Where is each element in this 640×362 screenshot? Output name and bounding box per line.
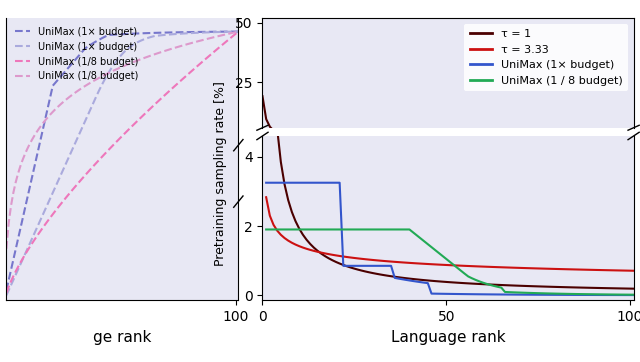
X-axis label: ge rank: ge rank [93, 330, 152, 345]
Legend: UniMax (1× budget), UniMax (1× budget), UniMax (1/8 budget), UniMax (1/8 budget): UniMax (1× budget), UniMax (1× budget), … [12, 23, 142, 85]
Legend: τ = 1, τ = 3.33, UniMax (1× budget), UniMax (1 / 8 budget): τ = 1, τ = 3.33, UniMax (1× budget), Uni… [464, 24, 628, 92]
X-axis label: Language rank: Language rank [391, 330, 506, 345]
Text: Pretraining sampling rate [%]: Pretraining sampling rate [%] [214, 81, 227, 266]
